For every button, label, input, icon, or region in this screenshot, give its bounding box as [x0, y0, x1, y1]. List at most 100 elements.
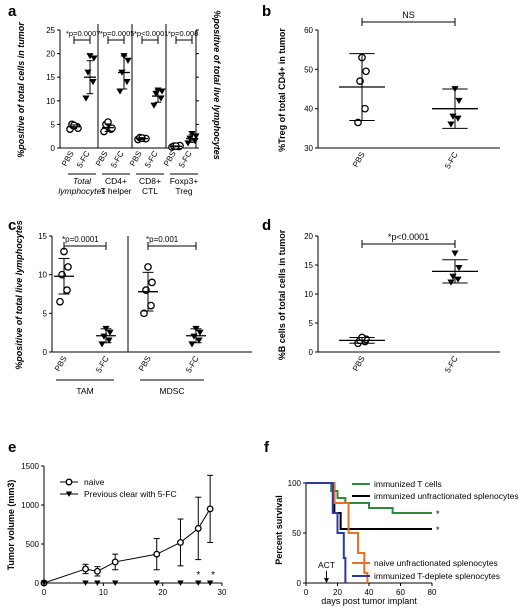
panel-f-ylabel: Percent survival [274, 495, 284, 565]
panel-a-group-2-5-FC-point [157, 95, 165, 102]
panel-a-group-3-xtick: PBS [162, 150, 178, 168]
panel-b-annotation: NS [402, 10, 415, 20]
panel-d-ylabel: %B cells of total cells in tumor [277, 229, 287, 360]
panel-a-group-2-name-2: CTL [142, 186, 158, 196]
panel-a-group-0-5-FC-point [90, 55, 98, 62]
panel-c-y-tick-label: 10 [38, 271, 47, 280]
panel-d-letter: d [262, 217, 271, 234]
panel-a-group-0-xtick: PBS [60, 150, 76, 168]
panel-b-PBS-point [362, 67, 370, 76]
panel-a-group-0-pvalue: *p=0.0007 [66, 29, 100, 38]
panel-f-y-tick-label: 100 [288, 479, 302, 488]
panel-a-y-tick-label: 10 [46, 97, 55, 106]
panel-a-group-1-xtick: 5-FC [109, 149, 126, 169]
panel-f-act-label: ACT [318, 560, 335, 570]
panel-d-y-tick-label: 5 [309, 319, 314, 328]
panel-b-5-FC-point [455, 97, 463, 105]
panel-d-xtick: PBS [351, 355, 367, 373]
panel-a-y-tick-label: 5 [51, 120, 56, 129]
panel-b-letter: b [262, 3, 271, 20]
panel-c-group-1-5-FC-point [196, 329, 204, 336]
panel-e-series-1-point [82, 580, 89, 586]
panel-e-series-1-point [153, 580, 160, 586]
panel-e-legend-label: Previous clear with 5-FC [84, 489, 177, 499]
panel-a-group-1-name-2: T helper [100, 186, 131, 196]
panel-a-group-3-xtick: 5-FC [177, 149, 194, 169]
panel-f-x-tick-label: 20 [333, 588, 342, 597]
panel-e-series-1-point [177, 580, 184, 586]
panel-d-xtick: 5-FC [443, 354, 460, 374]
panel-a-group-0-5-FC-point [86, 53, 94, 60]
panel-c-group-1-xtick: 5-FC [184, 354, 201, 374]
panel-f-series-0-star: * [436, 509, 440, 519]
panel-a-group-3-pvalue: *p=0.008 [168, 29, 198, 38]
panel-d-5-FC-point [455, 265, 463, 272]
panel-d-5-FC-point [451, 250, 459, 257]
panel-a-y-tick-label: 15 [46, 73, 55, 82]
panel-f-xlabel: days post tumor implant [321, 596, 417, 606]
panel-c-y-tick-label: 0 [43, 348, 48, 357]
panel-e-series-0-point [111, 558, 119, 566]
panel-d-y-tick-label: 20 [304, 232, 313, 241]
panel-d-5-FC-point [454, 276, 462, 283]
panel-e-series-1-point [195, 580, 202, 586]
panel-e-series-0-point [206, 505, 214, 513]
panel-c-group-0-PBS-point [56, 297, 64, 306]
panel-b-PBS-point [361, 104, 369, 113]
panel-c-group-1-PBS-point [148, 278, 156, 287]
panel-e-x-tick-label: 10 [99, 588, 108, 597]
panel-e-y-tick-label: 1000 [21, 501, 39, 510]
panel-e-legend-label: naive [84, 477, 105, 487]
panel-e-star: * [196, 570, 200, 581]
panel-c-y-tick-label: 5 [43, 309, 48, 318]
panel-e-y-tick-label: 500 [26, 540, 40, 549]
panel-c-group-0-5-FC-point [105, 337, 113, 344]
panel-b-y-tick-label: 30 [304, 144, 313, 153]
panel-a-group-1-name-1: CD4+ [105, 176, 127, 186]
panel-f-x-tick-label: 40 [365, 588, 374, 597]
panel-e-legend-marker [65, 478, 73, 486]
panel-c-group-1-PBS-point [140, 309, 148, 318]
panel-a-group-0-name-1: Total [73, 176, 92, 186]
panel-c-letter: c [8, 217, 16, 234]
panel-a-letter: a [8, 3, 17, 20]
panel-e-ylabel: Tumor volume (mm3) [6, 480, 16, 571]
panel-c-group-1-pvalue: *p=0.001 [146, 235, 179, 244]
panel-f-y-tick-label: 50 [292, 529, 301, 538]
panel-c-group-1-PBS-point [144, 263, 152, 271]
panel-e-legend-marker [65, 491, 73, 497]
panel-a-group-3-name-1: Foxp3+ [170, 176, 199, 186]
panel-f-x-tick-label: 0 [304, 588, 309, 597]
panel-f-series-1-star: * [436, 525, 440, 535]
panel-c-group-0-xtick: PBS [53, 355, 69, 373]
panel-c-group-0-name: TAM [76, 386, 93, 396]
panel-d-y-tick-label: 10 [304, 290, 313, 299]
panel-e-x-tick-label: 30 [218, 588, 227, 597]
panel-f-legend-label: immunized unfractionated splenocytes [374, 491, 519, 501]
panel-b-ylabel: %Treg of total CD4+ in tumor [277, 28, 287, 152]
panel-f-x-tick-label: 60 [396, 588, 405, 597]
panel-f-series-3-line [306, 482, 347, 583]
panel-e-series-0-point [194, 524, 202, 532]
panel-a-group-2-name-1: CD8+ [139, 176, 161, 186]
panel-b-y-tick-label: 60 [304, 26, 313, 35]
panel-a-y-tick-label: 20 [46, 50, 55, 59]
panel-e-y-tick-label: 1500 [21, 462, 39, 471]
panel-e-series-0-line [43, 508, 211, 584]
panel-c-group-0-xtick: 5-FC [94, 354, 111, 374]
panel-a-group-2-xtick: PBS [128, 150, 144, 168]
panel-a-group-1-xtick: PBS [94, 150, 110, 168]
panel-a-group-2-pvalue: *p<0.0001 [134, 29, 168, 38]
panel-c-ylabel: %positive of total live lymphocytes [14, 220, 24, 370]
panel-a-group-2-5-FC-point [150, 102, 158, 109]
panel-c-group-1-5-FC-point [195, 337, 203, 344]
panel-c-group-0-5-FC-point [106, 329, 114, 336]
panel-a-group-1-5-FC-point [116, 88, 124, 95]
panel-c-group-0-PBS-point [63, 286, 71, 294]
panel-a-group-1-pvalue: *p=0.0005 [100, 29, 134, 38]
panel-c-group-0-PBS-point [64, 263, 72, 271]
panel-a-group-0-5-FC-point [89, 79, 97, 86]
panel-a-group-0-name-2: lymphocytes [58, 186, 106, 196]
panel-c-group-1-name: MDSC [159, 386, 184, 396]
